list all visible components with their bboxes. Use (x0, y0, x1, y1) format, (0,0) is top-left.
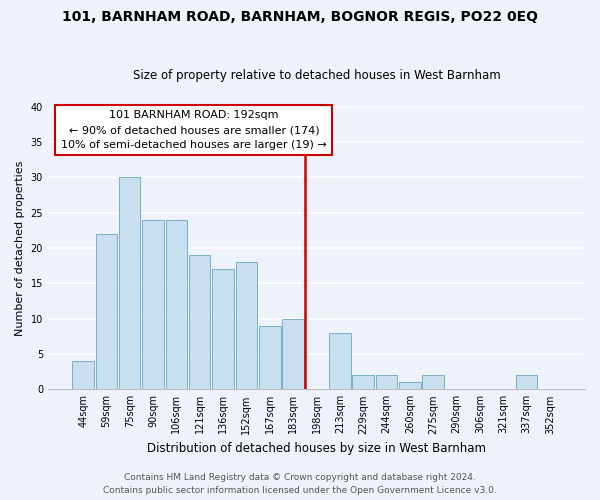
Bar (73, 361, 94, 390)
Bar (352, 375, 374, 390)
Title: Size of property relative to detached houses in West Barnham: Size of property relative to detached ho… (133, 69, 500, 82)
Bar (283, 318, 304, 390)
Bar (422, 375, 444, 390)
Text: Contains HM Land Registry data © Crown copyright and database right 2024.
Contai: Contains HM Land Registry data © Crown c… (103, 474, 497, 495)
Bar (166, 220, 187, 390)
Bar (142, 220, 164, 390)
Bar (376, 375, 397, 390)
Text: 101, BARNHAM ROAD, BARNHAM, BOGNOR REGIS, PO22 0EQ: 101, BARNHAM ROAD, BARNHAM, BOGNOR REGIS… (62, 10, 538, 24)
Bar (399, 382, 421, 390)
Text: 101 BARNHAM ROAD: 192sqm
← 90% of detached houses are smaller (174)
10% of semi-: 101 BARNHAM ROAD: 192sqm ← 90% of detach… (61, 110, 327, 150)
Bar (259, 326, 281, 390)
Bar (212, 269, 234, 390)
Bar (189, 255, 211, 390)
Bar (95, 234, 117, 390)
Bar (236, 262, 257, 390)
Bar (516, 375, 537, 390)
Y-axis label: Number of detached properties: Number of detached properties (15, 160, 25, 336)
Bar (329, 333, 350, 390)
X-axis label: Distribution of detached houses by size in West Barnham: Distribution of detached houses by size … (147, 442, 486, 455)
Bar (119, 178, 140, 390)
